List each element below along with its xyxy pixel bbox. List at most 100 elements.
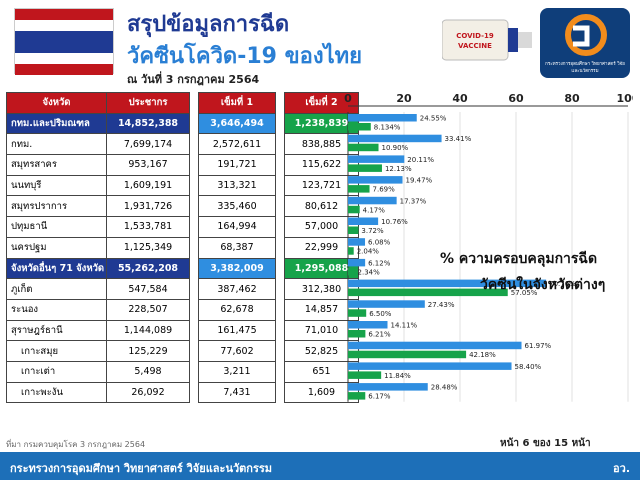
population-cell: 7,699,174 <box>106 133 190 156</box>
province-cell: เกาะสมุย <box>6 340 107 362</box>
dose2-bar <box>348 330 366 338</box>
dose1-data-label: 14.11% <box>391 322 418 330</box>
footer-bar: กระทรวงการอุดมศึกษา วิทยาศาสตร์ วิจัยและ… <box>0 452 640 480</box>
dose1-bar <box>348 258 366 267</box>
dose1-cell: 3,382,009 <box>198 257 276 280</box>
chart-annotation-line2: วัคซีนในจังหวัดต่างๆ <box>480 277 606 293</box>
table-row: เกาะเต่า 5,498 3,211 651 <box>6 360 359 383</box>
dose2-bar <box>348 309 367 317</box>
dose1-data-label: 6.12% <box>368 259 391 267</box>
footer-ministry: กระทรวงการอุดมศึกษา วิทยาศาสตร์ วิจัยและ… <box>10 462 273 475</box>
dose1-data-label: 24.55% <box>420 115 447 123</box>
header-province: จังหวัด <box>6 92 107 114</box>
population-cell: 1,125,349 <box>106 236 190 259</box>
dose1-bar <box>348 341 522 350</box>
dose2-bar <box>348 350 467 359</box>
table-row: เกาะสมุย 125,229 77,602 52,825 <box>6 340 359 362</box>
dose2-data-label: 6.50% <box>369 310 392 318</box>
dose2-data-label: 2.04% <box>357 248 380 256</box>
source-note: ที่มา กรมควบคุมโรค 3 กรกฎาคม 2564 <box>6 440 146 449</box>
dose2-data-label: 3.72% <box>361 227 384 235</box>
dose1-bar <box>348 279 547 288</box>
dose2-bar <box>348 392 366 400</box>
province-cell: ภูเก็ต <box>6 278 107 300</box>
vaccination-table: จังหวัด ประชากร เข็มที่ 1 เข็มที่ 2 กทม.… <box>6 92 359 404</box>
population-cell: 547,584 <box>106 278 190 300</box>
dose1-cell: 387,462 <box>198 278 276 300</box>
dose2-data-label: 10.90% <box>382 144 409 152</box>
table-row: กทม.และปริมณฑล 14,852,388 3,646,494 1,238,8… <box>6 112 359 135</box>
population-cell: 26,092 <box>106 381 190 404</box>
dose2-bar <box>348 267 355 276</box>
population-cell: 1,144,089 <box>106 319 190 342</box>
dose1-cell: 335,460 <box>198 195 276 218</box>
vaccine-vial-icon: COVID-19 VACCINE <box>442 19 532 61</box>
dose2-bar <box>348 143 379 152</box>
table-row: เกาะพะงัน 26,092 7,431 1,609 <box>6 381 359 404</box>
dose1-bar <box>348 176 403 184</box>
dose2-data-label: 57.05% <box>511 289 538 297</box>
dose1-cell: 161,475 <box>198 319 276 342</box>
population-cell: 55,262,208 <box>106 257 190 280</box>
dose1-data-label: 6.08% <box>368 239 391 247</box>
dose1-data-label: 20.11% <box>407 156 434 164</box>
table-row: สมุทรสาคร 953,167 191,721 115,622 <box>6 154 359 176</box>
population-cell: 1,931,726 <box>106 195 190 218</box>
dose1-data-label: 10.76% <box>381 218 408 226</box>
province-cell: กทม.และปริมณฑล <box>6 112 107 135</box>
chart-annotation-line1: % ความครอบคลุมการฉีด <box>440 251 598 267</box>
dose1-cell: 164,994 <box>198 216 276 238</box>
dose1-data-label: 27.43% <box>428 301 455 309</box>
dose1-bar <box>348 217 379 225</box>
x-tick-label: 80 <box>564 92 580 105</box>
dose1-cell: 3,211 <box>198 360 276 383</box>
province-cell: กทม. <box>6 133 107 156</box>
dose2-bar <box>348 247 354 255</box>
dose1-cell: 77,602 <box>198 340 276 362</box>
population-cell: 1,533,781 <box>106 216 190 238</box>
table-row: สุราษฎร์ธานี 1,144,089 161,475 71,010 <box>6 319 359 342</box>
dose1-bar <box>348 362 512 370</box>
x-tick-label: 40 <box>452 92 468 105</box>
dose2-bar <box>348 288 508 297</box>
dose1-bar <box>348 134 442 143</box>
province-cell: ปทุมธานี <box>6 216 107 238</box>
dose2-bar <box>348 164 382 172</box>
dose2-data-label: 42.18% <box>469 351 496 359</box>
dose2-cell: 1,295,088 <box>284 257 359 280</box>
svg-text:COVID-19: COVID-19 <box>456 32 494 40</box>
province-cell: นครปฐม <box>6 236 107 259</box>
dose2-data-label: 4.17% <box>363 206 386 214</box>
dose1-cell: 3,646,494 <box>198 112 276 135</box>
dose2-data-label: 2.34% <box>358 268 381 276</box>
dose2-data-label: 8.134% <box>374 124 401 132</box>
date-subtitle: ณ วันที่ 3 กรกฎาคม 2564 <box>127 73 260 86</box>
dose1-cell: 62,678 <box>198 298 276 321</box>
dose1-cell: 7,431 <box>198 381 276 404</box>
dose2-bar <box>348 123 371 131</box>
population-cell: 125,229 <box>106 340 190 362</box>
province-cell: สมุทรปราการ <box>6 195 107 218</box>
table-row: สมุทรปราการ 1,931,726 335,460 80,612 <box>6 195 359 218</box>
table-row: ระนอง 228,507 62,678 14,857 <box>6 298 359 321</box>
dose2-data-label: 6.21% <box>368 331 391 339</box>
dose1-cell: 313,321 <box>198 174 276 197</box>
province-cell: เกาะเต่า <box>6 360 107 383</box>
population-cell: 953,167 <box>106 154 190 176</box>
svg-text:VACCINE: VACCINE <box>458 42 492 50</box>
ministry-logo-icon <box>565 14 607 56</box>
dose2-data-label: 11.84% <box>384 372 411 380</box>
dose1-bar <box>348 383 428 391</box>
dose2-bar <box>348 205 360 214</box>
title-line1: สรุปข้อมูลการฉีด <box>127 12 290 37</box>
population-cell: 228,507 <box>106 298 190 321</box>
dose1-bar <box>348 300 425 308</box>
dose1-cell: 191,721 <box>198 154 276 176</box>
dose2-data-label: 6.17% <box>368 393 391 401</box>
header-dose2: เข็มที่ 2 <box>284 92 359 114</box>
dose2-bar <box>348 371 382 379</box>
table-row: นครปฐม 1,125,349 68,387 22,999 <box>6 236 359 259</box>
header-population: ประชากร <box>106 92 190 114</box>
x-tick-label: 0 <box>344 92 352 105</box>
province-cell: เกาะพะงัน <box>6 381 107 404</box>
